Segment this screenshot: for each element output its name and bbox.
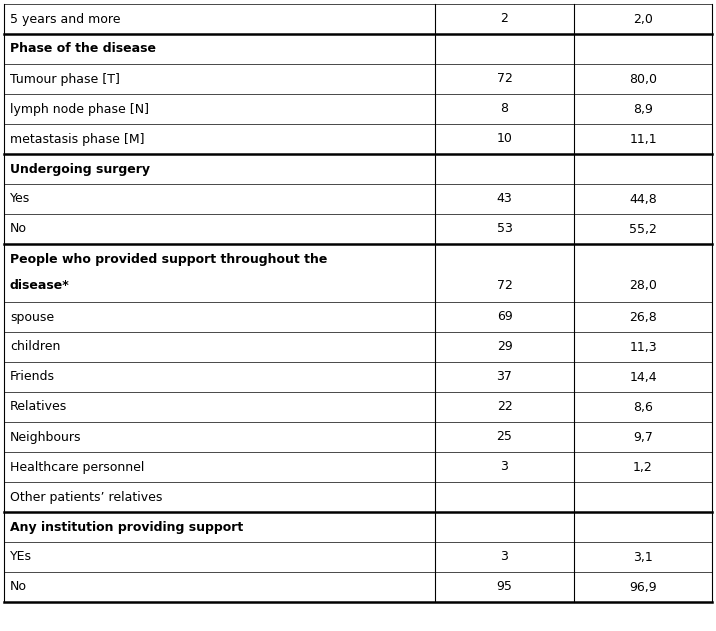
Text: 2: 2	[500, 13, 508, 25]
Text: 3,1: 3,1	[633, 550, 653, 563]
Text: 3: 3	[500, 461, 508, 473]
Text: Any institution providing support: Any institution providing support	[10, 521, 243, 533]
Text: 72: 72	[497, 280, 513, 292]
Text: 53: 53	[497, 223, 513, 235]
Text: 11,1: 11,1	[629, 133, 657, 146]
Text: 69: 69	[497, 310, 513, 324]
Text: 14,4: 14,4	[629, 370, 657, 384]
Text: 55,2: 55,2	[629, 223, 657, 235]
Text: 29: 29	[497, 341, 513, 353]
Text: 26,8: 26,8	[629, 310, 657, 324]
Text: Undergoing surgery: Undergoing surgery	[10, 163, 150, 175]
Text: 96,9: 96,9	[629, 581, 657, 594]
Text: Healthcare personnel: Healthcare personnel	[10, 461, 145, 473]
Text: spouse: spouse	[10, 310, 54, 324]
Text: Other patients’ relatives: Other patients’ relatives	[10, 490, 163, 504]
Text: 1,2: 1,2	[633, 461, 653, 473]
Text: 25: 25	[497, 430, 513, 444]
Text: No: No	[10, 223, 27, 235]
Text: lymph node phase [N]: lymph node phase [N]	[10, 102, 149, 115]
Text: 22: 22	[497, 401, 513, 413]
Text: 37: 37	[497, 370, 513, 384]
Text: Yes: Yes	[10, 192, 30, 206]
Text: 8: 8	[500, 102, 508, 115]
Text: 8,6: 8,6	[633, 401, 653, 413]
Text: No: No	[10, 581, 27, 594]
Text: 28,0: 28,0	[629, 280, 657, 292]
Text: 8,9: 8,9	[633, 102, 653, 115]
Text: 80,0: 80,0	[629, 73, 657, 85]
Text: 2,0: 2,0	[633, 13, 653, 25]
Text: 5 years and more: 5 years and more	[10, 13, 120, 25]
Text: 95: 95	[497, 581, 513, 594]
Text: Neighbours: Neighbours	[10, 430, 82, 444]
Text: People who provided support throughout the: People who provided support throughout t…	[10, 253, 327, 266]
Text: children: children	[10, 341, 60, 353]
Text: 72: 72	[497, 73, 513, 85]
Text: 11,3: 11,3	[629, 341, 657, 353]
Text: 3: 3	[500, 550, 508, 563]
Text: 43: 43	[497, 192, 513, 206]
Text: 9,7: 9,7	[633, 430, 653, 444]
Text: disease*: disease*	[10, 280, 69, 292]
Text: Tumour phase [T]: Tumour phase [T]	[10, 73, 120, 85]
Text: Phase of the disease: Phase of the disease	[10, 42, 156, 56]
Text: metastasis phase [M]: metastasis phase [M]	[10, 133, 145, 146]
Text: 10: 10	[497, 133, 513, 146]
Text: 44,8: 44,8	[629, 192, 657, 206]
Text: YEs: YEs	[10, 550, 32, 563]
Text: Relatives: Relatives	[10, 401, 67, 413]
Text: Friends: Friends	[10, 370, 55, 384]
